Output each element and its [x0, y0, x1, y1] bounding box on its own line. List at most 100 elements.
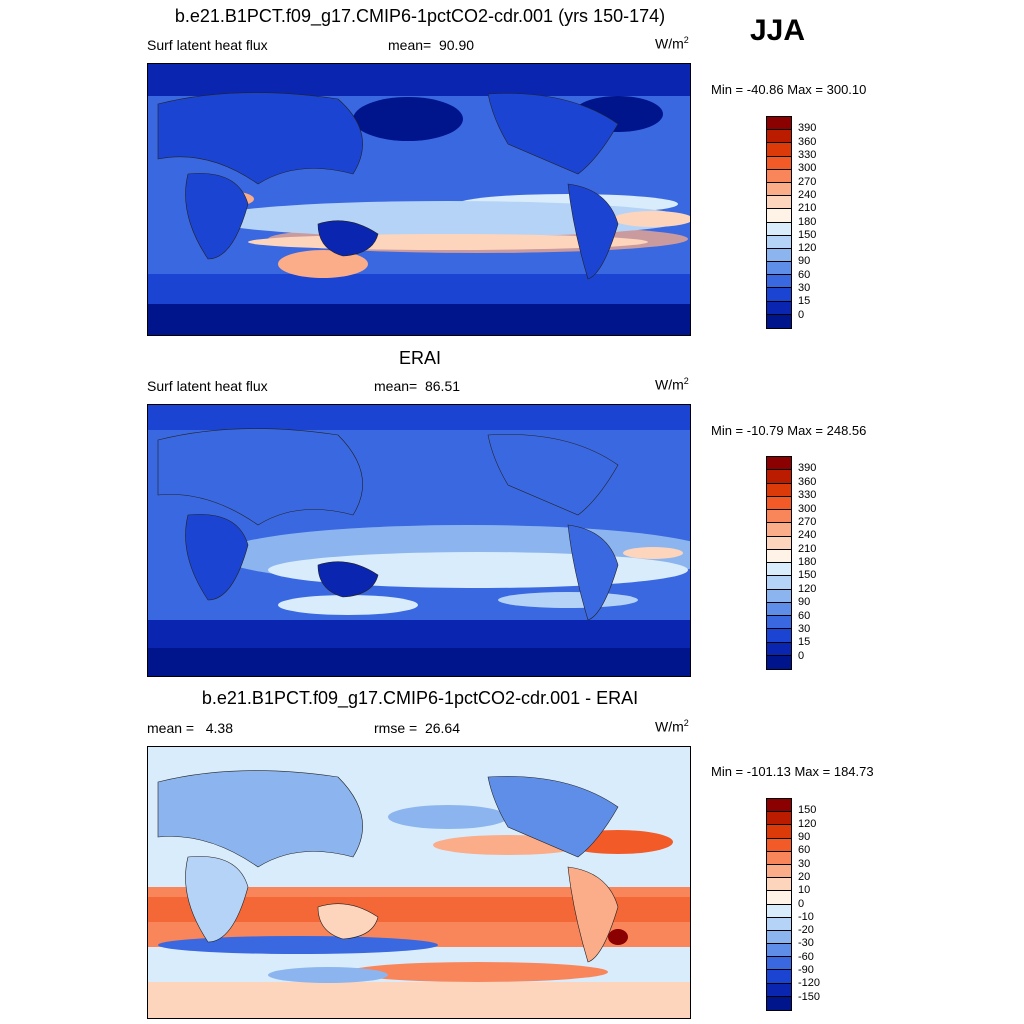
colorbar-tick-label: -10 [798, 910, 814, 923]
panel-3-map-graphic [148, 747, 690, 1018]
colorbar-swatch [767, 314, 791, 328]
colorbar-swatch [767, 483, 791, 497]
colorbar-swatch [767, 799, 791, 813]
colorbar-tick-label: -150 [798, 990, 821, 1003]
colorbar-swatch [767, 589, 791, 603]
colorbar-tick-label: 240 [798, 188, 817, 201]
colorbar-tick-label: 120 [798, 582, 817, 595]
panel-2-title: ERAI [398, 348, 441, 368]
colorbar-swatch [767, 248, 791, 263]
panel-3-mean: mean = 4.38 [147, 720, 234, 736]
colorbar-tick-label: 0 [798, 649, 805, 662]
panel-2-map [147, 404, 691, 677]
colorbar-tick-label: 90 [798, 255, 811, 268]
colorbar-swatch [767, 825, 791, 839]
colorbar-swatch [767, 209, 791, 223]
colorbar-tick-label: 30 [798, 282, 811, 295]
colorbar-tick-label: 330 [798, 148, 817, 161]
colorbar-tick-label: 90 [798, 596, 811, 609]
colorbar-tick-label: 60 [798, 609, 811, 622]
panel-1-units: W/m2 [655, 35, 689, 52]
colorbar-swatch [767, 957, 791, 971]
colorbar-tick-label: 210 [798, 202, 817, 215]
colorbar-tick-label: -60 [798, 950, 814, 963]
colorbar-swatch [767, 983, 791, 997]
colorbar-tick-label: 330 [798, 489, 817, 502]
season-label: JJA [750, 14, 806, 47]
colorbar-tick-label: 120 [798, 242, 817, 255]
colorbar-swatch [767, 563, 791, 577]
colorbar-swatch [767, 130, 791, 144]
colorbar-tick-label: 240 [798, 529, 817, 542]
colorbar-tick-label: 0 [798, 897, 805, 910]
panel-2-variable: Surf latent heat flux [147, 378, 268, 394]
colorbar-swatch [767, 288, 791, 302]
panel-3-units: W/m2 [655, 718, 689, 735]
panel-1-mean: mean= 90.90 [388, 37, 475, 53]
panel-2-map-graphic [148, 405, 690, 676]
colorbar-swatch [767, 536, 791, 550]
colorbar-tick-label: 15 [798, 295, 811, 308]
colorbar-tick-label: 270 [798, 515, 817, 528]
colorbar-swatch [767, 944, 791, 958]
panel-1-minmax: Min = -40.86 Max = 300.10 [711, 82, 867, 97]
colorbar-tick-label: 90 [798, 830, 811, 843]
colorbar-swatch [767, 510, 791, 524]
colorbar-swatch [767, 222, 791, 236]
colorbar-swatch [767, 235, 791, 249]
colorbar-swatch [767, 496, 791, 510]
colorbar-tick-label: 30 [798, 857, 811, 870]
colorbar-swatch [767, 117, 791, 131]
colorbar-tick-label: 150 [798, 228, 817, 241]
colorbar-tick-label: 0 [798, 308, 805, 321]
colorbar-tick-label: 360 [798, 135, 817, 148]
panel-3-map [147, 746, 691, 1019]
colorbar-tick-label: 180 [798, 215, 817, 228]
colorbar-swatch [767, 891, 791, 905]
colorbar-swatch [767, 878, 791, 892]
colorbar-swatch [767, 169, 791, 183]
colorbar-swatch [767, 262, 791, 276]
colorbar-swatch [767, 457, 791, 471]
colorbar-swatch [767, 143, 791, 157]
panel-2-minmax: Min = -10.79 Max = 248.56 [711, 423, 867, 438]
panel-2-colorbar [766, 456, 792, 670]
colorbar-swatch [767, 602, 791, 616]
colorbar-tick-label: 360 [798, 475, 817, 488]
colorbar-tick-label: 390 [798, 462, 817, 475]
colorbar-tick-label: 60 [798, 844, 811, 857]
colorbar-tick-label: -120 [798, 977, 821, 990]
colorbar-swatch [767, 838, 791, 852]
colorbar-swatch [767, 812, 791, 826]
colorbar-swatch [767, 642, 791, 656]
panel-3-colorbar [766, 798, 792, 1011]
colorbar-tick-label: 20 [798, 870, 811, 883]
colorbar-swatch [767, 275, 791, 289]
colorbar-swatch [767, 549, 791, 563]
panel-3-minmax: Min = -101.13 Max = 184.73 [711, 764, 874, 779]
colorbar-tick-label: 60 [798, 268, 811, 281]
colorbar-swatch [767, 655, 791, 669]
colorbar-tick-label: -90 [798, 964, 814, 977]
colorbar-swatch [767, 851, 791, 865]
panel-1-title: b.e21.B1PCT.f09_g17.CMIP6-1pctCO2-cdr.00… [174, 6, 666, 26]
colorbar-swatch [767, 576, 791, 590]
colorbar-tick-label: 150 [798, 569, 817, 582]
colorbar-swatch [767, 182, 791, 197]
colorbar-tick-label: 300 [798, 162, 817, 175]
colorbar-tick-label: 210 [798, 542, 817, 555]
colorbar-tick-label: 10 [798, 884, 811, 897]
colorbar-tick-label: -30 [798, 937, 814, 950]
colorbar-tick-label: 180 [798, 556, 817, 568]
colorbar-swatch [767, 616, 791, 630]
colorbar-swatch [767, 156, 791, 170]
panel-1-map [147, 63, 691, 336]
colorbar-swatch [767, 970, 791, 984]
colorbar-swatch [767, 864, 791, 879]
colorbar-swatch [767, 301, 791, 315]
colorbar-tick-label: 270 [798, 175, 817, 188]
colorbar-tick-label: 390 [798, 122, 817, 135]
colorbar-swatch [767, 996, 791, 1010]
panel-1-colorbar [766, 116, 792, 329]
colorbar-swatch [767, 629, 791, 643]
